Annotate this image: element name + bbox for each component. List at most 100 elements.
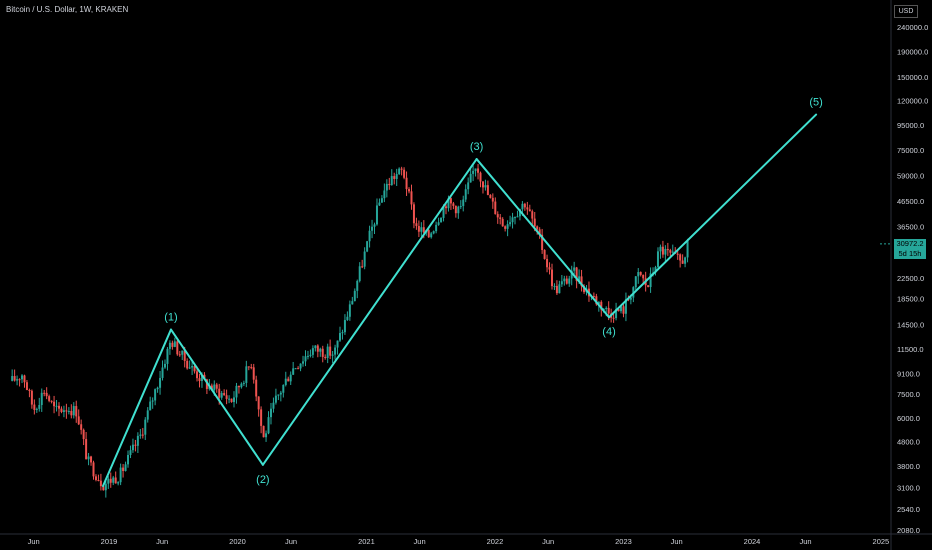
candle-body (531, 211, 534, 219)
wave-label: (1) (164, 312, 177, 324)
y-tick-label: 36500.0 (897, 223, 924, 232)
candle-body (250, 367, 253, 369)
y-tick-label: 2540.0 (897, 505, 920, 514)
y-tick-label: 18500.0 (897, 294, 924, 303)
candle-body (637, 272, 640, 277)
candle-body (417, 225, 420, 232)
candle-body (99, 480, 102, 487)
candle-body (198, 378, 201, 382)
candle-body (75, 406, 78, 417)
candle-body (131, 444, 134, 451)
candle-body (220, 393, 223, 398)
x-tick-label: Jun (799, 537, 811, 546)
candle-body (50, 400, 53, 402)
candle-body (299, 363, 302, 369)
last-price-value: 30972.2 (896, 239, 924, 248)
candle-body (245, 366, 248, 383)
candle-body (90, 456, 93, 463)
y-tick-label: 3100.0 (897, 484, 920, 493)
candle-body (405, 177, 408, 190)
candle-body (62, 410, 65, 412)
candle-body (156, 387, 159, 390)
candle-body (311, 348, 314, 355)
candle-body (481, 181, 484, 188)
candle-body (477, 168, 480, 173)
candle-body (191, 366, 194, 368)
candle-body (23, 375, 26, 383)
candle-body (163, 363, 166, 368)
x-tick-label: 2020 (229, 537, 246, 546)
candle-body (634, 276, 637, 288)
candle-body (437, 222, 440, 225)
y-tick-label: 59000.0 (897, 172, 924, 181)
candle-body (555, 285, 558, 294)
candle-body (53, 401, 56, 407)
candle-body (647, 285, 650, 288)
candle-body (269, 408, 272, 418)
x-tick-label: 2025 (873, 537, 890, 546)
candle-body (210, 385, 213, 391)
candle-body (43, 392, 46, 394)
candle-body (629, 297, 632, 300)
candle-body (186, 360, 189, 369)
candle-body (686, 240, 689, 258)
candle-body (292, 368, 295, 375)
y-tick-label: 7500.0 (897, 390, 920, 399)
candle-body (573, 267, 576, 271)
candle-body (358, 266, 361, 281)
candle-body (617, 309, 620, 312)
y-tick-label: 14500.0 (897, 320, 924, 329)
candle-body (398, 168, 401, 175)
candle-body (57, 405, 60, 409)
candle-body (331, 354, 334, 356)
candle-body (166, 348, 169, 364)
candle-body (511, 217, 514, 223)
candle-body (45, 392, 48, 397)
candle-body (504, 226, 507, 229)
candle-body (265, 433, 268, 438)
candle-body (161, 367, 164, 378)
candle-body (225, 395, 228, 399)
candle-body (287, 378, 290, 382)
currency-button[interactable]: USD (894, 5, 918, 18)
candle-body (289, 374, 292, 382)
candle-body (28, 390, 31, 392)
candle-body (279, 392, 282, 395)
candle-body (496, 214, 499, 218)
candle-body (183, 350, 186, 361)
candle-body (341, 332, 344, 334)
candle-body (536, 226, 539, 230)
candle-body (127, 454, 130, 465)
candle-body (366, 241, 369, 252)
candle-body (489, 194, 492, 198)
candle-body (526, 207, 529, 210)
candle-body (348, 304, 351, 317)
candle-body (306, 355, 309, 357)
candle-body (393, 176, 396, 179)
wave-line-segment (475, 158, 611, 319)
candle-body (580, 276, 583, 287)
candle-body (255, 379, 258, 397)
candle-body (506, 224, 509, 229)
candle-body (94, 476, 97, 480)
candle-body (129, 450, 132, 455)
x-tick-label: 2023 (615, 537, 632, 546)
candle-body (449, 198, 452, 204)
candle-body (427, 230, 430, 238)
candle-body (60, 408, 63, 412)
candle-body (326, 346, 329, 358)
candle-body (181, 350, 184, 355)
candle-body (65, 410, 68, 412)
candle-body (346, 316, 349, 321)
candle-body (361, 266, 364, 268)
x-tick-label: Jun (542, 537, 554, 546)
candle-body (262, 425, 265, 438)
x-tick-label: 2024 (744, 537, 761, 546)
x-tick-label: Jun (28, 537, 40, 546)
candle-body (334, 347, 337, 355)
candle-body (380, 198, 383, 203)
candle-body (87, 456, 90, 460)
candle-body (388, 183, 391, 186)
candle-body (597, 301, 600, 305)
